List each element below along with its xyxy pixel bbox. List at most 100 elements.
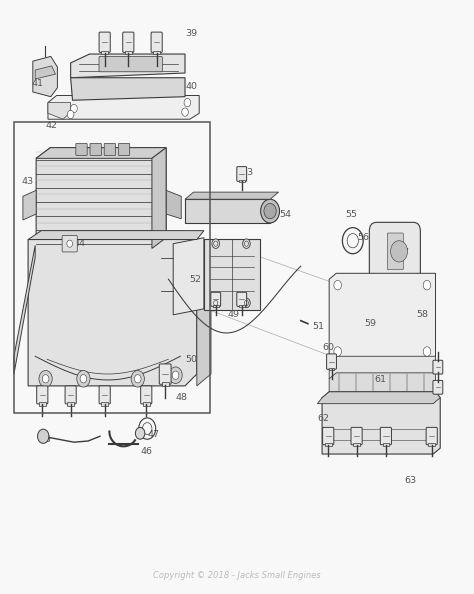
- FancyBboxPatch shape: [104, 144, 116, 156]
- Polygon shape: [322, 392, 440, 454]
- Circle shape: [334, 347, 341, 356]
- FancyBboxPatch shape: [101, 402, 108, 406]
- FancyBboxPatch shape: [387, 233, 403, 270]
- Ellipse shape: [264, 203, 276, 219]
- Polygon shape: [329, 356, 436, 379]
- Polygon shape: [23, 190, 36, 220]
- Polygon shape: [28, 230, 204, 239]
- Circle shape: [212, 298, 219, 308]
- Circle shape: [80, 375, 87, 383]
- Polygon shape: [173, 238, 204, 315]
- FancyBboxPatch shape: [369, 222, 420, 280]
- FancyBboxPatch shape: [90, 144, 101, 156]
- Text: 50: 50: [185, 355, 197, 364]
- FancyBboxPatch shape: [383, 443, 389, 446]
- Circle shape: [184, 99, 191, 107]
- Text: 52: 52: [190, 274, 202, 284]
- Text: 51: 51: [313, 322, 325, 331]
- Text: 60: 60: [322, 343, 334, 352]
- FancyBboxPatch shape: [118, 144, 130, 156]
- FancyBboxPatch shape: [325, 443, 331, 446]
- Polygon shape: [28, 239, 197, 386]
- Circle shape: [182, 108, 188, 116]
- Text: 58: 58: [417, 310, 428, 320]
- Polygon shape: [152, 148, 166, 248]
- Polygon shape: [329, 273, 436, 362]
- Polygon shape: [166, 190, 181, 219]
- FancyBboxPatch shape: [380, 427, 392, 445]
- FancyBboxPatch shape: [159, 364, 171, 384]
- Circle shape: [67, 240, 73, 247]
- Polygon shape: [14, 245, 35, 374]
- FancyBboxPatch shape: [76, 144, 87, 156]
- Circle shape: [243, 239, 250, 248]
- FancyBboxPatch shape: [143, 402, 150, 406]
- FancyBboxPatch shape: [65, 386, 76, 404]
- Circle shape: [423, 347, 431, 356]
- FancyBboxPatch shape: [39, 402, 46, 406]
- Text: 63: 63: [405, 476, 417, 485]
- Circle shape: [39, 371, 52, 387]
- Circle shape: [334, 280, 341, 290]
- Text: 47: 47: [147, 430, 159, 439]
- FancyBboxPatch shape: [162, 383, 169, 386]
- FancyBboxPatch shape: [99, 32, 110, 52]
- Text: 48: 48: [175, 393, 188, 402]
- FancyBboxPatch shape: [239, 305, 245, 307]
- Circle shape: [135, 375, 141, 383]
- FancyBboxPatch shape: [99, 386, 110, 404]
- FancyBboxPatch shape: [101, 50, 108, 55]
- FancyBboxPatch shape: [211, 292, 221, 307]
- FancyBboxPatch shape: [141, 386, 152, 404]
- FancyBboxPatch shape: [239, 180, 245, 182]
- Circle shape: [169, 367, 182, 384]
- Text: 40: 40: [185, 82, 197, 91]
- FancyBboxPatch shape: [433, 361, 443, 374]
- FancyBboxPatch shape: [213, 305, 219, 307]
- FancyBboxPatch shape: [62, 235, 77, 252]
- Circle shape: [67, 110, 74, 119]
- Circle shape: [243, 298, 250, 308]
- Text: 61: 61: [374, 375, 386, 384]
- Circle shape: [212, 239, 219, 248]
- Text: 59: 59: [365, 319, 377, 328]
- FancyBboxPatch shape: [323, 427, 334, 445]
- Text: 44: 44: [74, 239, 86, 248]
- Polygon shape: [197, 239, 211, 386]
- Polygon shape: [185, 199, 270, 223]
- Text: Copyright © 2018 - Jacks Small Engines: Copyright © 2018 - Jacks Small Engines: [153, 571, 321, 580]
- Text: 53: 53: [242, 168, 254, 177]
- Text: 46: 46: [140, 447, 152, 456]
- Text: 56: 56: [357, 233, 370, 242]
- Text: 39: 39: [185, 29, 197, 38]
- Circle shape: [77, 371, 90, 387]
- FancyBboxPatch shape: [125, 50, 132, 55]
- Polygon shape: [71, 78, 185, 100]
- Text: 42: 42: [46, 121, 58, 129]
- Text: 54: 54: [280, 210, 292, 219]
- Ellipse shape: [261, 199, 280, 223]
- Circle shape: [37, 429, 49, 443]
- Polygon shape: [36, 148, 166, 248]
- FancyBboxPatch shape: [426, 427, 438, 445]
- Circle shape: [423, 280, 431, 290]
- FancyBboxPatch shape: [237, 292, 246, 307]
- Text: 62: 62: [318, 414, 329, 423]
- FancyBboxPatch shape: [123, 32, 134, 52]
- Text: 57: 57: [398, 248, 410, 257]
- FancyBboxPatch shape: [151, 32, 162, 52]
- Text: 45: 45: [39, 435, 52, 444]
- Polygon shape: [36, 148, 166, 159]
- Polygon shape: [329, 373, 436, 398]
- Circle shape: [71, 105, 77, 113]
- FancyBboxPatch shape: [154, 50, 160, 55]
- FancyBboxPatch shape: [433, 380, 443, 394]
- Polygon shape: [48, 96, 199, 119]
- Polygon shape: [71, 54, 185, 78]
- FancyBboxPatch shape: [327, 354, 337, 369]
- Text: 49: 49: [228, 310, 239, 320]
- Text: 55: 55: [346, 210, 358, 219]
- FancyBboxPatch shape: [351, 427, 362, 445]
- Circle shape: [172, 371, 179, 380]
- FancyBboxPatch shape: [99, 56, 162, 72]
